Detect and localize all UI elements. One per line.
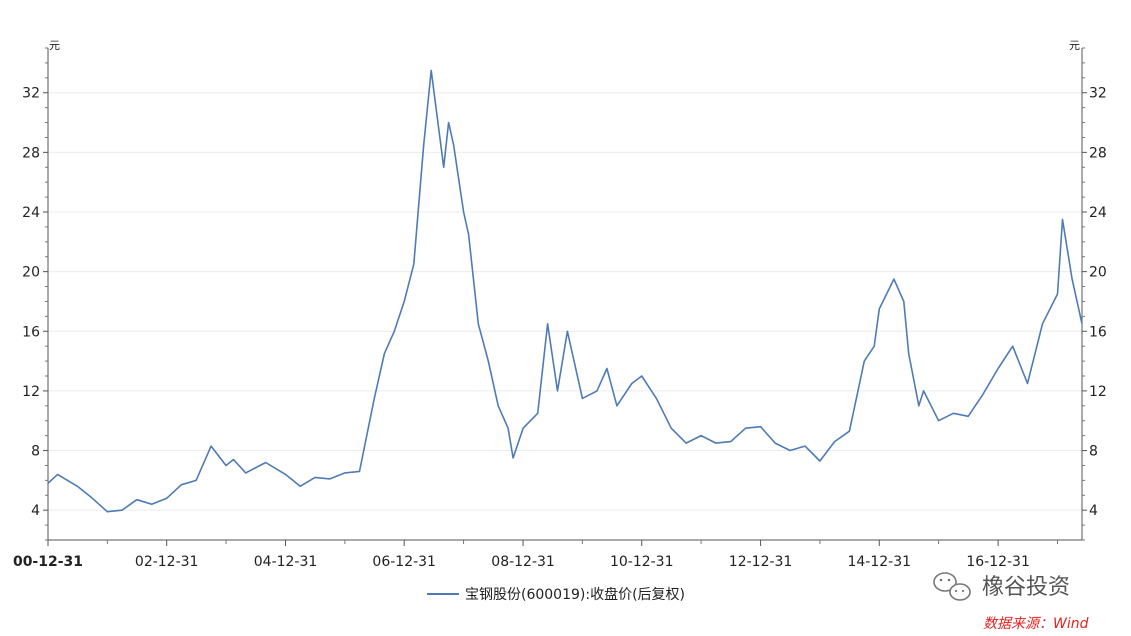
x-tick-label: 04-12-31 [254, 554, 318, 570]
x-tick-label: 00-12-31 [13, 554, 83, 570]
x-tick-label: 16-12-31 [966, 554, 1030, 570]
brand-watermark: 橡谷投资 [933, 572, 1070, 601]
x-tick-label: 08-12-31 [491, 554, 555, 570]
left-y-tick-label: 32 [22, 86, 40, 102]
left-y-tick-label: 16 [22, 324, 40, 340]
grid-lines [48, 92, 1082, 511]
right-y-unit-label: 元 [1069, 39, 1080, 52]
left-y-tick-label: 8 [31, 444, 40, 460]
right-y-tick-label: 16 [1089, 324, 1107, 340]
x-tick-label: 02-12-31 [135, 554, 199, 570]
right-y-tick-label: 32 [1089, 86, 1107, 102]
series-layer [47, 69, 1083, 513]
left-y-tick-label: 20 [22, 265, 40, 281]
legend-label: 宝钢股份(600019):收盘价(后复权) [465, 586, 685, 603]
right-y-tick-label: 4 [1089, 503, 1098, 519]
left-y-unit-label: 元 [49, 39, 60, 52]
series-line [47, 69, 1083, 513]
wechat-icon [933, 572, 971, 601]
left-y-tick-label: 28 [22, 145, 40, 161]
left-y-tick-label: 4 [31, 503, 40, 519]
x-tick-label: 14-12-31 [847, 554, 911, 570]
legend: 宝钢股份(600019):收盘价(后复权) [427, 586, 685, 603]
axis-ticks: 4 4 8 8 12 12 16 16 20 20 24 24 28 28 32 32 00-12-31 02-1… [13, 47, 1107, 570]
left-y-tick-label: 24 [22, 205, 40, 221]
x-tick-label: 12-12-31 [729, 554, 793, 570]
x-tick-label: 10-12-31 [610, 554, 674, 570]
right-y-tick-label: 28 [1089, 145, 1107, 161]
axes [47, 48, 1083, 541]
right-y-tick-label: 8 [1089, 444, 1098, 460]
right-y-tick-label: 12 [1089, 384, 1107, 400]
data-source: 数据来源：Wind [983, 616, 1089, 632]
left-y-tick-label: 12 [22, 384, 40, 400]
brand-name: 橡谷投资 [982, 575, 1070, 600]
right-y-tick-label: 20 [1089, 265, 1107, 281]
right-y-tick-label: 24 [1089, 205, 1107, 221]
x-tick-label: 06-12-31 [372, 554, 436, 570]
